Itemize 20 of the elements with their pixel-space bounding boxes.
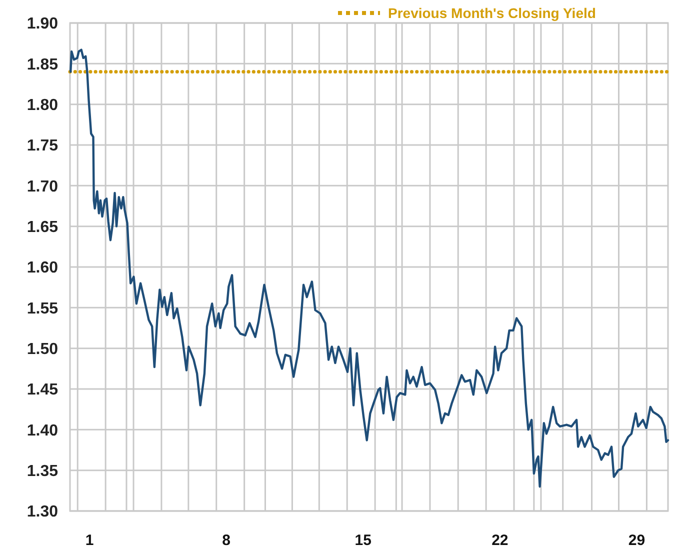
y-tick-label: 1.80 [26,96,58,114]
y-tick-label: 1.30 [26,504,58,521]
y-tick-label: 1.40 [26,422,58,440]
y-tick-label: 1.35 [26,462,58,480]
y-tick-label: 1.45 [26,382,58,399]
y-tick-label: 1.55 [26,300,58,318]
y-tick-label: 1.85 [26,56,58,74]
x-tick-label: 8 [222,532,231,549]
line-series [69,48,670,488]
legend-label: Previous Month's Closing Yield [388,4,596,21]
x-tick-label: 22 [492,532,508,549]
x-tick-label: 1 [85,532,94,549]
y-tick-label: 1.90 [26,16,58,33]
y-tick-label: 1.50 [26,340,58,358]
y-tick-label: 1.60 [26,260,58,277]
y-tick-label: 1.70 [26,178,58,196]
x-tick-label: 29 [628,532,646,549]
x-tick-label: 15 [354,532,372,549]
y-tick-label: 1.65 [26,218,58,236]
y-tick-label: 1.75 [26,138,58,155]
